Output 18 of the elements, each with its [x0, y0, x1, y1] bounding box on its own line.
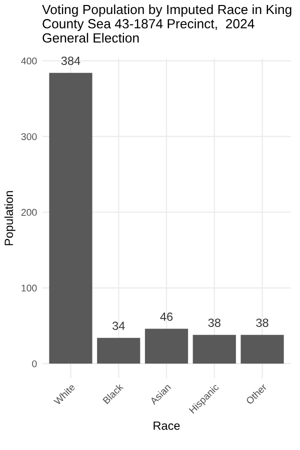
- bar: [144, 328, 188, 364]
- bar: [240, 334, 284, 364]
- y-tick-label: 0: [32, 360, 37, 368]
- data-label: 38: [256, 318, 268, 327]
- y-tick-label: 300: [21, 133, 37, 140]
- x-axis-title: Race: [154, 422, 180, 430]
- data-label: 384: [61, 56, 80, 65]
- bar: [192, 334, 236, 364]
- chart-title: Voting Population by Imputed Race in King County Sea 43-1874 Precinct, 2024 General Election: [42, 4, 292, 43]
- data-label: 38: [208, 318, 220, 327]
- bar: [97, 338, 140, 364]
- y-tick-label: 100: [22, 284, 37, 292]
- data-label: 34: [112, 322, 125, 330]
- bar: [49, 72, 92, 364]
- y-axis-title: Population: [4, 191, 16, 246]
- y-tick-label: 200: [21, 208, 37, 216]
- data-label: 46: [160, 312, 173, 321]
- y-tick-label: 400: [21, 58, 37, 64]
